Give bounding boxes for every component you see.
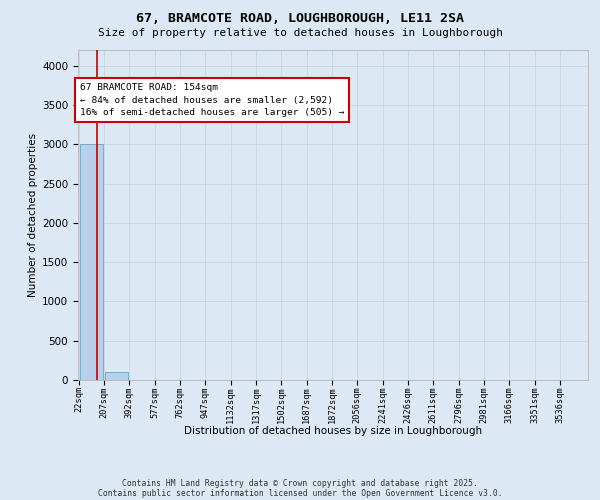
Y-axis label: Number of detached properties: Number of detached properties (28, 133, 38, 297)
Text: Contains HM Land Registry data © Crown copyright and database right 2025.: Contains HM Land Registry data © Crown c… (122, 478, 478, 488)
Text: 67, BRAMCOTE ROAD, LOUGHBOROUGH, LE11 2SA: 67, BRAMCOTE ROAD, LOUGHBOROUGH, LE11 2S… (136, 12, 464, 26)
Bar (105, 372, 128, 380)
X-axis label: Distribution of detached houses by size in Loughborough: Distribution of detached houses by size … (184, 426, 482, 436)
Text: Contains public sector information licensed under the Open Government Licence v3: Contains public sector information licen… (98, 488, 502, 498)
Text: 67 BRAMCOTE ROAD: 154sqm
← 84% of detached houses are smaller (2,592)
16% of sem: 67 BRAMCOTE ROAD: 154sqm ← 84% of detach… (80, 83, 344, 117)
Text: Size of property relative to detached houses in Loughborough: Size of property relative to detached ho… (97, 28, 503, 38)
Bar (80, 144, 103, 380)
